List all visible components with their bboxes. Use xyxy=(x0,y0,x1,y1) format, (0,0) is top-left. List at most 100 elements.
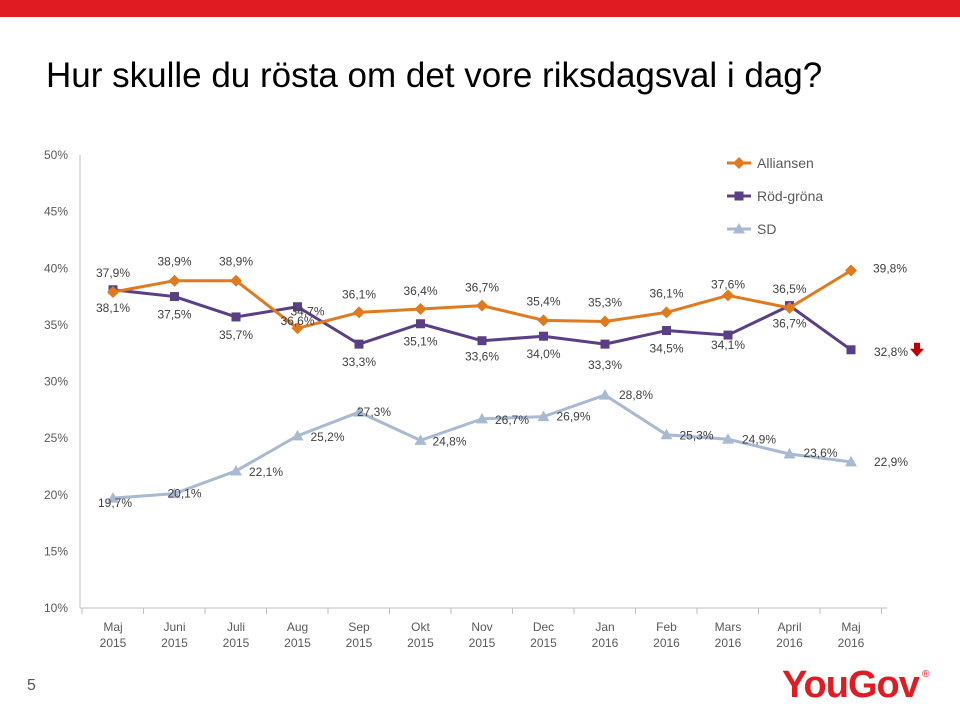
alliansen-data-label: 35,3% xyxy=(588,295,622,309)
rodgrona-data-label: 35,7% xyxy=(219,328,253,342)
alliansen-data-label: 38,9% xyxy=(219,255,253,269)
alliansen-point xyxy=(107,286,119,299)
alliansen-data-label: 38,9% xyxy=(157,255,191,269)
legend-rodgrona-label: Röd-gröna xyxy=(757,188,823,204)
legend-rodgrona-marker xyxy=(734,191,744,201)
alliansen-data-label: 37,9% xyxy=(96,266,130,280)
y-tick-label: 35% xyxy=(44,318,68,332)
sd-data-label: 24,8% xyxy=(432,434,466,448)
legend-sd-marker xyxy=(733,223,745,234)
sd-point xyxy=(414,434,427,445)
x-tick-label: Okt xyxy=(411,620,430,634)
rodgrona-data-label: 33,3% xyxy=(342,355,376,369)
legend-alliansen-label: Alliansen xyxy=(757,155,814,171)
top-accent-bar xyxy=(0,0,960,17)
rodgrona-point xyxy=(662,326,671,336)
sd-data-label: 20,1% xyxy=(167,487,201,501)
x-tick-label-year: 2016 xyxy=(653,636,680,650)
x-tick-label: April xyxy=(777,620,801,634)
alliansen-point xyxy=(168,274,181,287)
sd-point xyxy=(476,412,488,424)
sd-point xyxy=(722,433,734,444)
alliansen-point xyxy=(476,299,488,312)
rodgrona-point xyxy=(723,330,733,340)
alliansen-point xyxy=(660,306,673,319)
rodgrona-point xyxy=(846,345,856,355)
sd-data-label: 27,3% xyxy=(357,405,391,419)
alliansen-point xyxy=(537,314,550,327)
y-tick-label: 15% xyxy=(44,544,68,558)
x-tick-label-year: 2015 xyxy=(284,636,311,650)
rodgrona-data-label: 38,1% xyxy=(96,301,130,315)
alliansen-data-label: 36,7% xyxy=(465,281,499,295)
x-tick-label-year: 2016 xyxy=(715,636,742,650)
alliansen-point xyxy=(722,289,734,302)
y-tick-label: 25% xyxy=(44,431,68,445)
page-title: Hur skulle du rösta om det vore riksdags… xyxy=(46,56,823,95)
rodgrona-data-label: 36,6% xyxy=(280,314,314,328)
sd-point xyxy=(783,447,796,459)
rodgrona-data-label: 33,3% xyxy=(588,358,622,372)
rodgrona-point xyxy=(539,331,548,341)
down-arrow-icon xyxy=(910,342,924,357)
rodgrona-point xyxy=(354,339,364,349)
rodgrona-data-label: 36,7% xyxy=(772,317,806,331)
rodgrona-data-label: 34,5% xyxy=(649,342,683,356)
alliansen-data-label: 35,4% xyxy=(526,294,560,308)
sd-point xyxy=(537,410,550,422)
alliansen-point xyxy=(845,264,857,277)
sd-point xyxy=(353,406,365,417)
rodgrona-data-label: 32,8% xyxy=(874,345,908,359)
alliansen-point xyxy=(230,274,242,287)
y-tick-label: 20% xyxy=(44,488,68,502)
alliansen-point xyxy=(599,315,611,328)
sd-series-line xyxy=(112,393,852,500)
brand-name: YouGov xyxy=(782,664,920,706)
sd-data-label: 25,3% xyxy=(679,429,713,443)
rodgrona-data-label: 34,0% xyxy=(526,347,560,361)
sd-data-label: 23,6% xyxy=(803,446,837,460)
rodgrona-data-label: 33,6% xyxy=(465,350,499,364)
alliansen-data-label: 36,4% xyxy=(403,284,437,298)
x-tick-label: Maj xyxy=(841,620,860,634)
alliansen-data-label: 36,1% xyxy=(649,286,683,300)
alliansen-point xyxy=(353,306,365,319)
alliansen-data-label: 34,7% xyxy=(290,304,324,318)
alliansen-point xyxy=(414,303,427,316)
sd-point xyxy=(660,428,673,440)
x-tick-label-year: 2015 xyxy=(100,636,127,650)
x-tick-label: Dec xyxy=(533,620,554,634)
sd-data-label: 22,9% xyxy=(874,455,908,469)
sd-point xyxy=(168,487,181,499)
sd-data-label: 28,8% xyxy=(619,388,653,402)
legend-sd-label: SD xyxy=(757,221,776,237)
rodgrona-point xyxy=(293,302,302,312)
x-tick-label-year: 2015 xyxy=(530,636,557,650)
slide-number: 5 xyxy=(27,677,36,694)
alliansen-point xyxy=(291,322,304,335)
y-tick-label: 30% xyxy=(44,375,68,389)
x-tick-label: Jan xyxy=(595,620,614,634)
sd-data-label: 24,9% xyxy=(742,432,776,446)
x-tick-label-year: 2015 xyxy=(161,636,188,650)
x-tick-label: Juli xyxy=(227,620,245,634)
sd-point xyxy=(291,429,304,441)
rodgrona-point xyxy=(600,339,610,349)
yougov-logo: YouGov ® xyxy=(782,664,929,709)
y-tick-label: 40% xyxy=(44,261,68,275)
sd-data-label: 19,7% xyxy=(98,496,132,510)
rodgrona-data-label: 35,1% xyxy=(403,335,437,349)
x-tick-label-year: 2015 xyxy=(469,636,496,650)
alliansen-data-label: 39,8% xyxy=(873,262,907,276)
rodgrona-point xyxy=(170,292,179,302)
sd-point xyxy=(107,492,119,503)
x-tick-label: Mars xyxy=(715,620,742,634)
alliansen-point xyxy=(783,301,796,314)
y-tick-label: 50% xyxy=(44,148,68,162)
rodgrona-point xyxy=(477,336,487,346)
y-tick-label: 10% xyxy=(44,601,68,615)
rodgrona-data-label: 37,5% xyxy=(157,308,191,322)
sd-point xyxy=(230,464,242,476)
sd-data-label: 22,1% xyxy=(249,465,283,479)
